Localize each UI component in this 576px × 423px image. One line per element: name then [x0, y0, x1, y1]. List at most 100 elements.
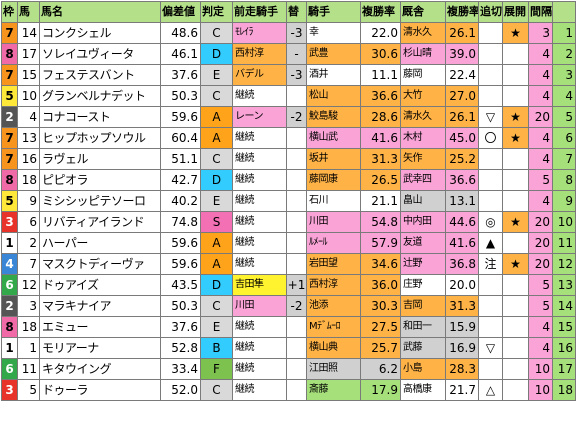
cell-horse-name: ハーパー [39, 232, 161, 254]
cell-oikiri: 〇 [478, 127, 503, 149]
cell-stable-rate: 28.3 [445, 358, 479, 380]
cell-grade: F [200, 358, 233, 380]
cell-grade: A [200, 127, 233, 149]
cell-jockey: 酒井 [306, 64, 361, 86]
cell-kankaku: 4 [528, 85, 553, 107]
cell-waku: 4 [1, 253, 18, 275]
table-row: 5 9 ミシシッピテソーロ 40.2 E 継続 石川 21.1 畠山 13.1 4 9 [1, 190, 576, 212]
cell-horse-name: コナコースト [39, 106, 161, 128]
cell-stable: 清水久 [400, 22, 446, 44]
cell-kankaku: 10 [528, 379, 553, 401]
cell-tenkai [502, 148, 529, 170]
cell-score: 48.6 [160, 22, 201, 44]
cell-change [286, 253, 307, 275]
cell-waku: 8 [1, 316, 18, 338]
cell-change [286, 358, 307, 380]
cell-horse-name: エミュー [39, 316, 161, 338]
cell-oikiri [478, 274, 503, 296]
cell-jockey: Mﾃﾞﾑｰﾛ [306, 316, 361, 338]
cell-oikiri [478, 22, 503, 44]
cell-umaban: 4 [17, 106, 40, 128]
cell-horse-name: リバティアイランド [39, 211, 161, 233]
header-score: 偏差値 [160, 1, 201, 23]
cell-stable-rate: 26.1 [445, 22, 479, 44]
table-row: 8 18 ピピオラ 42.7 D 継続 藤岡康 26.5 武幸四 36.6 5 8 [1, 169, 576, 191]
cell-jockey-rate: 54.8 [360, 211, 401, 233]
cell-grade: E [200, 316, 233, 338]
cell-prev-jockey: 川田 [232, 295, 287, 317]
cell-prev-jockey: ﾓﾚｲﾗ [232, 22, 287, 44]
cell-oikiri [478, 316, 503, 338]
cell-oikiri: ◎ [478, 211, 503, 233]
cell-kankaku: 5 [528, 295, 553, 317]
cell-oikiri [478, 295, 503, 317]
cell-tenkai [502, 232, 529, 254]
cell-tenkai [502, 169, 529, 191]
cell-tenkai: ★ [502, 22, 529, 44]
cell-jockey: 幸 [306, 22, 361, 44]
cell-horse-name: ソレイユヴィータ [39, 43, 161, 65]
cell-stable: 武藤 [400, 337, 446, 359]
header-change: 替 [286, 1, 307, 23]
cell-oikiri [478, 64, 503, 86]
cell-jockey: 横山典 [306, 337, 361, 359]
cell-stable: 友道 [400, 232, 446, 254]
cell-oikiri: 注 [478, 253, 503, 275]
cell-jockey-rate: 30.3 [360, 295, 401, 317]
cell-horse-name: ドゥアイズ [39, 274, 161, 296]
cell-umaban: 16 [17, 148, 40, 170]
cell-umaban: 11 [17, 358, 40, 380]
cell-jockey-rate: 28.6 [360, 106, 401, 128]
cell-stable: 藤岡 [400, 64, 446, 86]
cell-stable-rate: 44.6 [445, 211, 479, 233]
cell-waku: 1 [1, 337, 18, 359]
cell-stable: 高橋康 [400, 379, 446, 401]
cell-extra: 4 [552, 85, 576, 107]
cell-change [286, 127, 307, 149]
cell-jockey-rate: 21.1 [360, 190, 401, 212]
cell-score: 37.6 [160, 316, 201, 338]
cell-kankaku: 4 [528, 316, 553, 338]
cell-waku: 1 [1, 232, 18, 254]
cell-jockey: 江田照 [306, 358, 361, 380]
cell-jockey-rate: 36.0 [360, 274, 401, 296]
cell-grade: B [200, 337, 233, 359]
cell-waku: 3 [1, 379, 18, 401]
cell-oikiri: △ [478, 379, 503, 401]
cell-umaban: 7 [17, 253, 40, 275]
cell-horse-name: コンクシェル [39, 22, 161, 44]
cell-kankaku: 4 [528, 337, 553, 359]
cell-change [286, 148, 307, 170]
cell-jockey-rate: 6.2 [360, 358, 401, 380]
cell-jockey-rate: 30.6 [360, 43, 401, 65]
cell-waku: 5 [1, 85, 18, 107]
cell-jockey: 坂井 [306, 148, 361, 170]
cell-waku: 6 [1, 358, 18, 380]
cell-change: -3 [286, 64, 307, 86]
cell-jockey-rate: 31.3 [360, 148, 401, 170]
cell-stable-rate: 26.1 [445, 106, 479, 128]
cell-stable-rate: 22.4 [445, 64, 479, 86]
cell-score: 59.6 [160, 232, 201, 254]
cell-score: 43.5 [160, 274, 201, 296]
cell-kankaku: 20 [528, 253, 553, 275]
cell-kankaku: 4 [528, 64, 553, 86]
cell-change: -3 [286, 22, 307, 44]
cell-kankaku: 4 [528, 127, 553, 149]
table-row: 4 7 マスクトディーヴァ 59.6 A 継続 岩田望 34.6 辻野 36.8 注 ★ 20 12 [1, 253, 576, 275]
cell-stable: 吉岡 [400, 295, 446, 317]
cell-prev-jockey: 継続 [232, 85, 287, 107]
cell-grade: D [200, 274, 233, 296]
cell-jockey: ﾙﾒｰﾙ [306, 232, 361, 254]
header-waku: 枠 [1, 1, 18, 23]
cell-stable: 中内田 [400, 211, 446, 233]
cell-score: 59.6 [160, 106, 201, 128]
cell-umaban: 18 [17, 169, 40, 191]
cell-horse-name: フェステスバント [39, 64, 161, 86]
cell-tenkai [502, 64, 529, 86]
cell-waku: 8 [1, 169, 18, 191]
cell-stable-rate: 31.3 [445, 295, 479, 317]
cell-oikiri [478, 148, 503, 170]
cell-change: - [286, 43, 307, 65]
cell-score: 37.6 [160, 64, 201, 86]
